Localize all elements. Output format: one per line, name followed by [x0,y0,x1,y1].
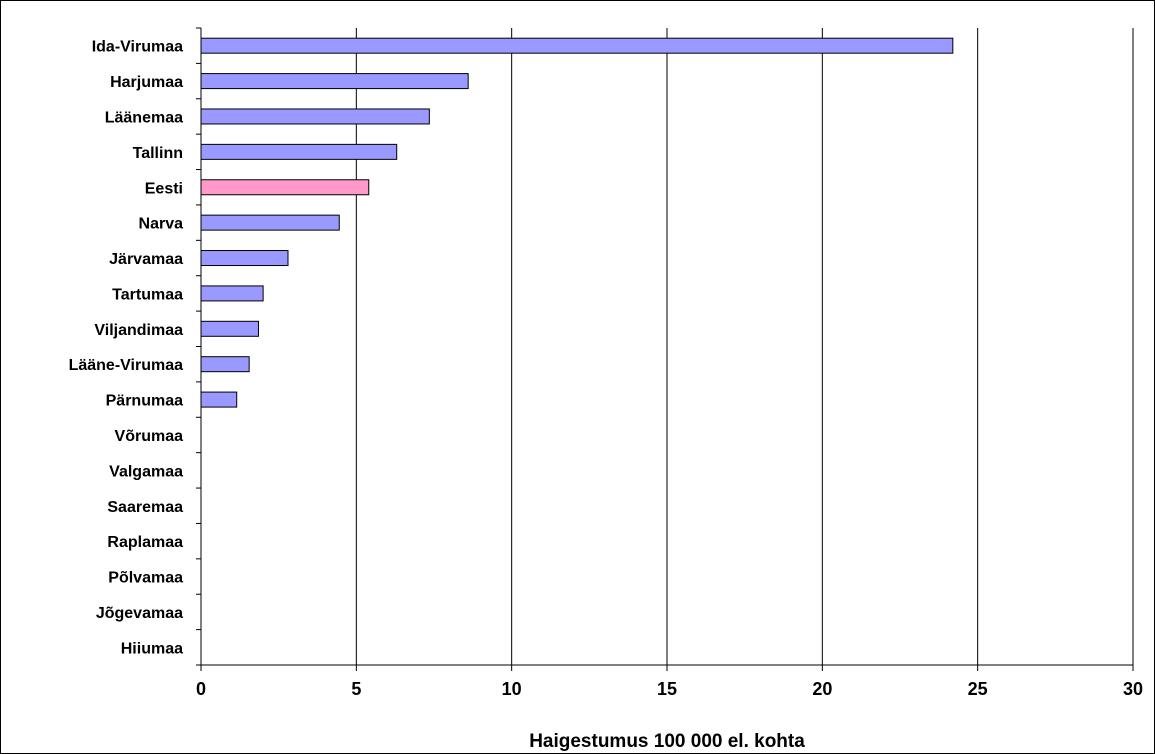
bar-Ida-Virumaa [200,37,954,54]
axes [196,27,1134,671]
category-label-Saaremaa: Saaremaa [107,499,183,516]
category-label-Raplamaa: Raplamaa [107,534,183,551]
bar-Narva [200,214,340,231]
x-tick-label-0: 0 [196,679,206,699]
x-tick-label-30: 30 [1123,679,1143,699]
category-label-Eesti: Eesti [145,180,183,197]
category-label-Pärnumaa: Pärnumaa [106,393,183,410]
gridlines [355,28,1134,665]
bar-Lääne-Virumaa [200,356,250,373]
x-tick-label-25: 25 [968,679,988,699]
bar-Järvamaa [200,250,289,267]
category-label-Võrumaa: Võrumaa [115,428,184,445]
bar-Harjumaa [200,73,469,90]
x-tick-label-10: 10 [502,679,522,699]
category-label-Lääne-Virumaa: Lääne-Virumaa [69,357,184,374]
bar-Eesti [200,179,370,196]
x-tick-label-15: 15 [657,679,677,699]
category-labels: Ida-Virumaa Harjumaa Läänemaa Tallinn Eesti N… [69,39,184,658]
category-label-Järvamaa: Järvamaa [109,251,183,268]
category-label-Viljandimaa: Viljandimaa [94,322,183,339]
category-label-Harjumaa: Harjumaa [110,74,183,91]
x-axis-title: Haigestumus 100 000 el. kohta [529,731,805,752]
bar-Läänemaa [200,108,430,125]
category-label-Läänemaa: Läänemaa [105,109,183,126]
bar-Tallinn [200,143,398,160]
category-label-Tallinn: Tallinn [133,145,183,162]
x-tick-label-5: 5 [351,679,361,699]
category-label-Hiiumaa: Hiiumaa [121,640,183,657]
bars [200,37,954,408]
category-label-Valgamaa: Valgamaa [109,463,183,480]
category-label-Ida-Virumaa: Ida-Virumaa [92,39,183,56]
category-label-Narva: Narva [139,216,184,233]
bar-Tartumaa [200,285,264,302]
x-tick-labels: 0 5 10 15 20 25 30 [196,679,1143,699]
category-label-Jõgevamaa: Jõgevamaa [96,605,183,622]
bar-Viljandimaa [200,320,259,337]
category-label-Põlvamaa: Põlvamaa [108,570,183,587]
x-tick-label-20: 20 [812,679,832,699]
category-label-Tartumaa: Tartumaa [112,286,183,303]
bar-Pärnumaa [200,391,238,408]
